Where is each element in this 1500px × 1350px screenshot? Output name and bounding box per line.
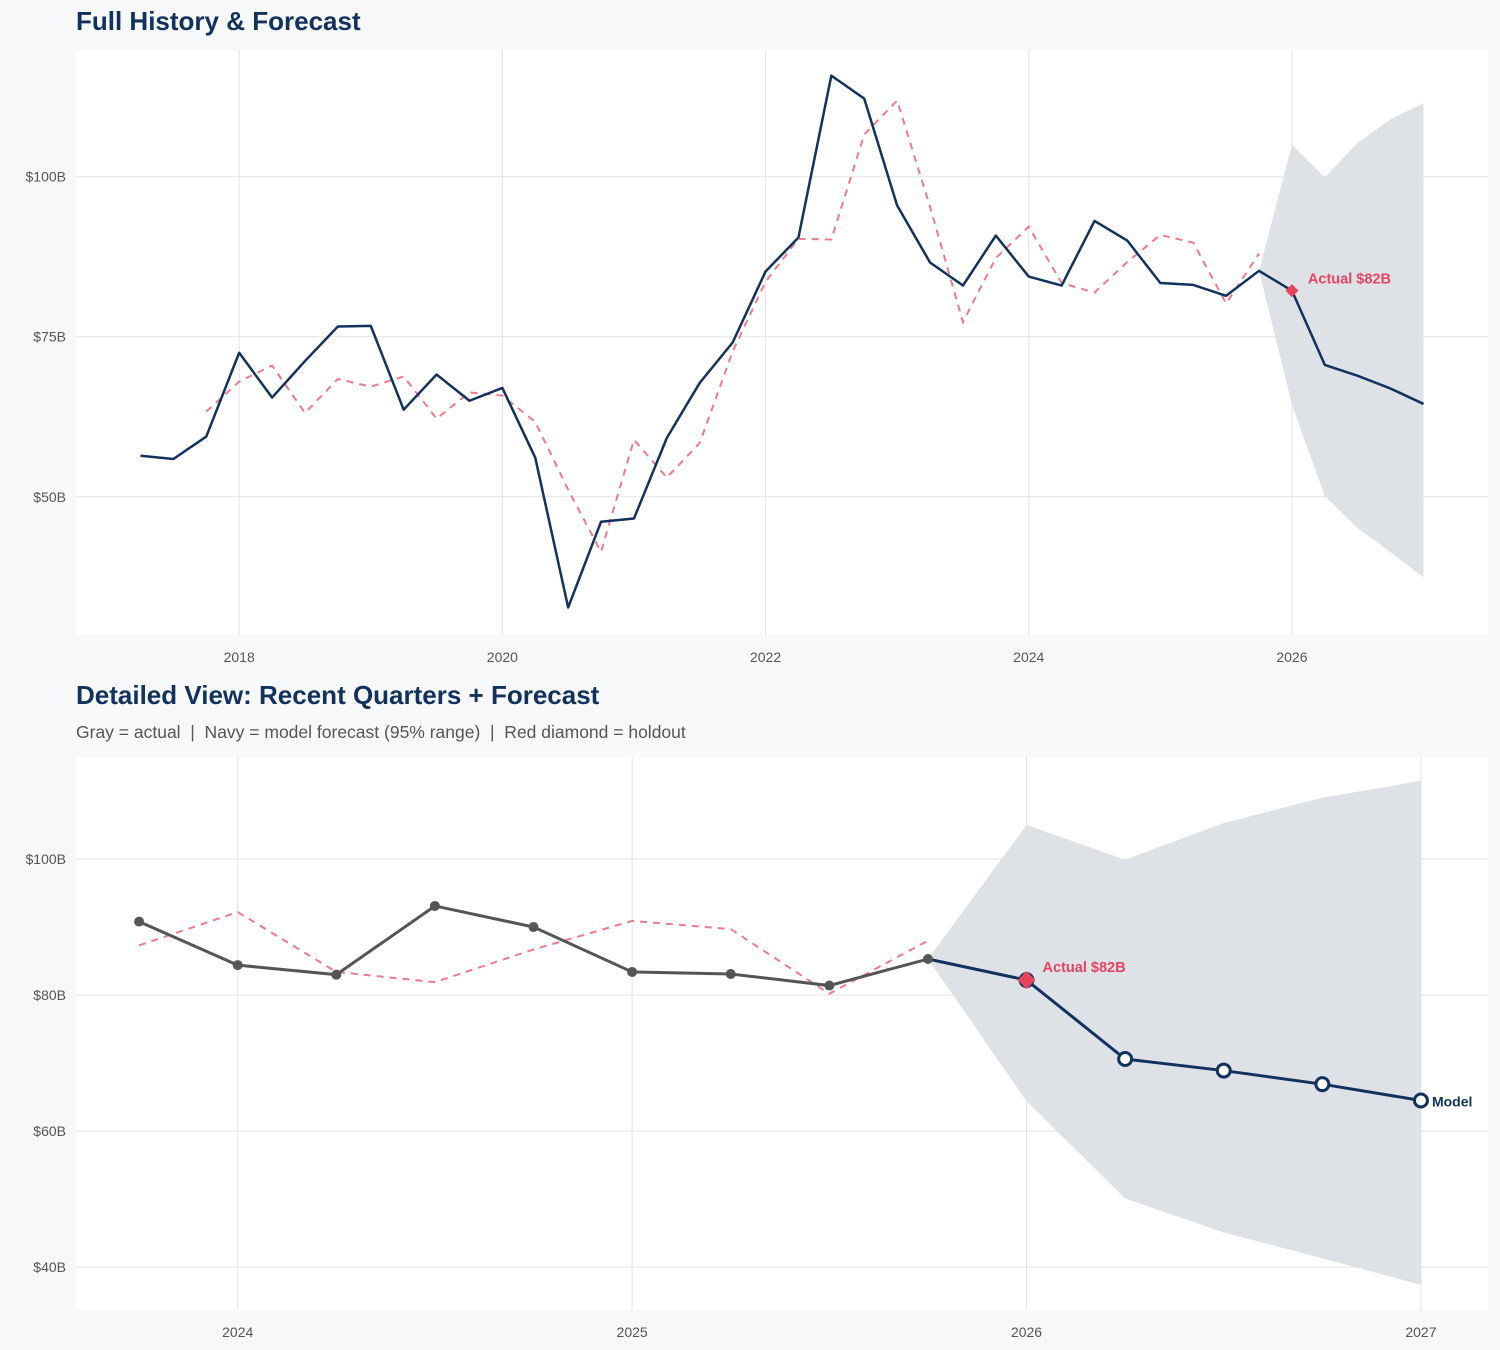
actual-point (528, 922, 539, 933)
top-holdout-label: Actual $82B (1308, 272, 1391, 288)
bottom-y-tick-label: $80B (33, 987, 66, 1003)
top-x-tick-label: 2018 (224, 649, 255, 665)
bottom-chart-subtitle: Gray = actual | Navy = model forecast (9… (76, 722, 686, 742)
actual-point (232, 960, 243, 971)
bottom-x-tick-label: 2025 (617, 1324, 648, 1340)
top-y-tick-label: $75B (33, 329, 66, 345)
actual-point (429, 900, 440, 911)
top-y-tick-label: $100B (26, 169, 66, 185)
forecast-point (1314, 1076, 1331, 1093)
top-forecast-band (1259, 103, 1424, 578)
bottom-forecast-line (927, 957, 1422, 1102)
top-chart: $50B $75B $100B 2018 2020 2022 2024 2026 Actual … (26, 50, 1488, 665)
bottom-chart-title: Detailed View: Recent Quarters + Forecas… (76, 680, 600, 710)
top-chart-title: Full History & Forecast (76, 6, 361, 36)
bottom-y-tick-label: $60B (33, 1123, 66, 1139)
actual-point (922, 954, 933, 965)
forecast-point (1117, 1051, 1134, 1068)
bottom-holdout-diamond (1017, 971, 1036, 990)
top-holdout-diamond (1285, 284, 1299, 298)
bottom-y-tick-label: $100B (26, 851, 66, 867)
top-x-tick-label: 2026 (1276, 649, 1307, 665)
bottom-forecast-band (927, 780, 1421, 1285)
bottom-x-tick-label: 2026 (1011, 1324, 1042, 1340)
top-x-tick-label: 2020 (487, 649, 518, 665)
bottom-y-tick-label: $40B (33, 1259, 66, 1275)
actual-point (824, 980, 835, 991)
actual-point (627, 966, 638, 977)
top-plot-area (76, 50, 1488, 635)
bottom-dashed-line (138, 910, 929, 995)
bottom-holdout-label: Actual $82B (1043, 960, 1126, 976)
actual-point (331, 969, 342, 980)
top-x-tick-label: 2022 (750, 649, 781, 665)
top-dashed-line (205, 98, 1260, 555)
forecast-point (1215, 1062, 1232, 1079)
top-x-tick-label: 2024 (1013, 649, 1044, 665)
bottom-x-tick-label: 2027 (1405, 1324, 1436, 1340)
top-actual-forecast-line (140, 74, 1425, 609)
bottom-x-tick-label: 2024 (222, 1324, 253, 1340)
bottom-chart: $40B $60B $80B $100B 2024 2025 2026 2027 Actual … (26, 757, 1488, 1340)
actual-point (134, 916, 145, 927)
model-label: Model (1432, 1093, 1472, 1109)
actual-point (725, 968, 736, 979)
forecast-point (1412, 1092, 1429, 1109)
top-y-tick-label: $50B (33, 489, 66, 505)
